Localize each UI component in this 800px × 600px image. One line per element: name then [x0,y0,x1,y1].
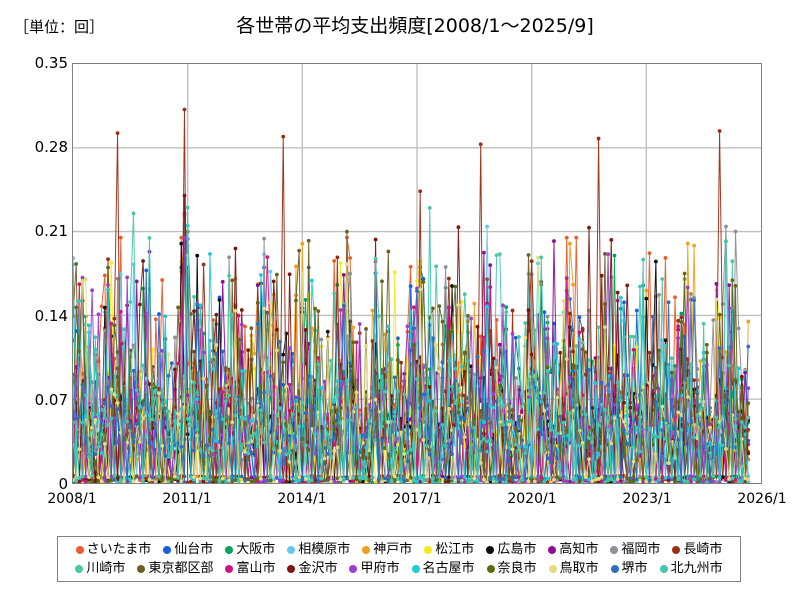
legend-label: 北九州市 [670,561,723,576]
legend-marker-icon [548,564,557,573]
legend-label: さいたま市 [86,542,152,557]
legend-item[interactable]: 名古屋市 [411,561,475,576]
legend-marker-icon [225,545,234,554]
legend-item[interactable]: さいたま市 [75,542,152,557]
legend-label: 福岡市 [621,542,661,557]
legend-item[interactable]: 広島市 [486,542,536,557]
y-tick-label: 0.21 [34,222,68,241]
legend-marker-icon [349,564,358,573]
x-tick-label: 2011/1 [162,491,212,507]
legend-item[interactable]: 奈良市 [486,561,537,576]
legend-label: 堺市 [621,561,648,576]
legend-marker-icon [486,564,495,573]
legend: さいたま市 仙台市 大阪市 相模原市 神戸市 松江市 広島市 高知市 福岡市 長崎市川崎市 東京都区… [57,536,741,582]
x-tick-label: 2026/1 [737,491,787,507]
legend-label: 松江市 [435,542,475,557]
legend-item[interactable]: 福岡市 [610,542,660,557]
legend-item[interactable]: 高知市 [548,542,598,557]
y-tick-label: 0.35 [34,54,68,72]
legend-label: 鳥取市 [559,561,599,576]
x-tick-label: 2014/1 [277,491,327,507]
legend-item[interactable]: 東京都区部 [137,561,213,576]
legend-marker-icon [75,545,84,554]
legend-label: 神戸市 [373,542,413,557]
x-tick-label: 2008/1 [47,491,97,507]
series-19 [73,205,751,483]
legend-label: 富山市 [236,561,276,576]
legend-marker-icon [163,545,172,554]
legend-marker-icon [548,545,557,554]
plot-area [72,63,762,484]
legend-item[interactable]: 大阪市 [225,542,275,557]
legend-item[interactable]: 堺市 [610,561,648,576]
legend-label: 広島市 [497,542,537,557]
legend-item[interactable]: 富山市 [225,561,275,576]
legend-label: 川崎市 [86,561,126,576]
y-tick-label: 0.14 [34,306,68,325]
page-title: 各世帯の平均支出頻度[2008/1〜2025/9] [236,15,594,37]
legend-marker-icon [287,564,296,573]
legend-label: 甲府市 [360,561,400,576]
legend-item[interactable]: 川崎市 [75,561,125,576]
y-tick-label: 0.28 [34,138,68,157]
legend-marker-icon [610,545,619,554]
legend-marker-icon [225,564,234,573]
legend-item[interactable]: 長崎市 [672,542,722,557]
legend-label: 長崎市 [683,542,723,557]
x-tick-label: 2017/1 [392,491,442,507]
legend-label: 相模原市 [298,542,351,557]
legend-row: さいたま市 仙台市 大阪市 相模原市 神戸市 松江市 広島市 高知市 福岡市 長崎市 [62,540,736,559]
legend-marker-icon [362,545,371,554]
x-tick-label: 2023/1 [622,491,672,507]
legend-item[interactable]: 北九州市 [659,561,723,576]
legend-item[interactable]: 甲府市 [349,561,400,576]
series-17 [73,253,751,483]
legend-item[interactable]: 相模原市 [287,542,350,557]
x-tick-label: 2020/1 [507,491,557,507]
legend-item[interactable]: 金沢市 [287,561,337,576]
y-axis-labels: 0 0.07 0.14 0.21 0.28 0.35 [0,0,68,600]
series-layer [73,107,751,483]
legend-item[interactable]: 仙台市 [163,542,213,557]
legend-marker-icon [137,564,146,573]
legend-label: 奈良市 [497,561,537,576]
y-tick-label: 0.07 [34,390,68,409]
legend-item[interactable]: 松江市 [424,542,474,557]
legend-label: 仙台市 [174,542,214,557]
y-tick-label: 0 [58,475,68,493]
legend-label: 大阪市 [236,542,276,557]
legend-label: 高知市 [559,542,599,557]
legend-marker-icon [75,564,84,573]
legend-row: 川崎市 東京都区部 富山市 金沢市 甲府市 名古屋市 奈良市 鳥取市 堺市 北九州市 [62,559,736,578]
legend-label: 名古屋市 [422,561,475,576]
legend-marker-icon [287,545,296,554]
legend-item[interactable]: 鳥取市 [548,561,599,576]
legend-marker-icon [672,545,681,554]
unit-label: ［単位：回］ [14,18,105,36]
legend-marker-icon [411,564,420,573]
legend-marker-icon [659,564,668,573]
legend-label: 金沢市 [298,561,338,576]
legend-label: 東京都区部 [148,561,214,576]
legend-marker-icon [424,545,433,554]
legend-marker-icon [610,564,619,573]
legend-marker-icon [486,545,495,554]
legend-item[interactable]: 神戸市 [362,542,412,557]
